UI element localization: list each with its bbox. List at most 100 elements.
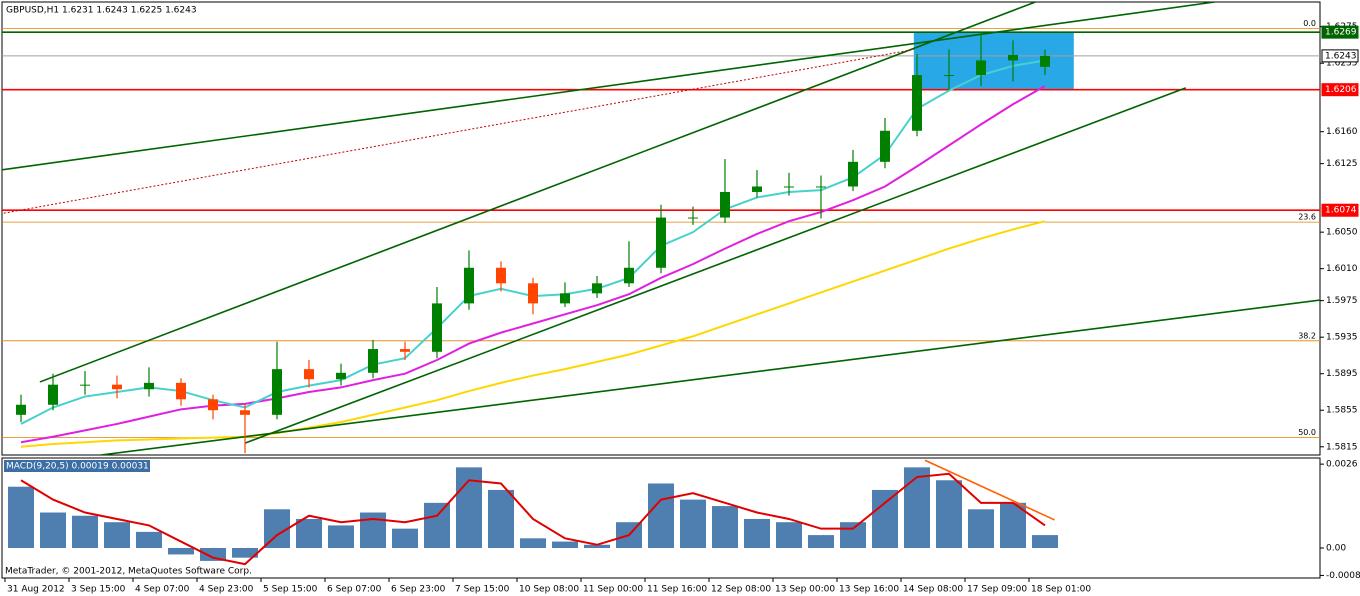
macd-bar bbox=[968, 509, 994, 548]
candle-body bbox=[400, 349, 410, 352]
indicator-line bbox=[20, 472, 1046, 566]
candle-body bbox=[80, 384, 90, 386]
candle-body bbox=[496, 267, 506, 284]
trend-line bbox=[924, 459, 1055, 521]
y-tick-label: 1.6125 bbox=[1326, 159, 1358, 169]
candle-body bbox=[976, 60, 986, 76]
price-tag-label: 1.6269 bbox=[1325, 28, 1357, 38]
x-tick-label: 6 Sep 23:00 bbox=[391, 585, 446, 595]
candle-body bbox=[464, 267, 474, 304]
macd-bar bbox=[1000, 502, 1026, 548]
candle-body bbox=[688, 217, 698, 219]
macd-title-highlight bbox=[4, 460, 150, 472]
macd-bar bbox=[744, 518, 770, 548]
price-tag bbox=[1321, 49, 1359, 63]
trend-line bbox=[2, 2, 1215, 171]
candle-body bbox=[848, 161, 858, 187]
candle-body bbox=[144, 382, 154, 390]
macd-bar bbox=[104, 522, 130, 548]
price-tag bbox=[1321, 83, 1359, 97]
chart-title: GBPUSD,H1 1.6231 1.6243 1.6225 1.6243 bbox=[6, 6, 197, 16]
x-tick-label: 11 Sep 00:00 bbox=[583, 585, 643, 595]
candle-body bbox=[272, 369, 282, 415]
candle-body bbox=[944, 75, 954, 77]
y-tick-label: 1.6160 bbox=[1326, 127, 1358, 137]
x-tick-label: 4 Sep 23:00 bbox=[199, 585, 254, 595]
macd-bar bbox=[392, 528, 418, 548]
candle-body bbox=[880, 130, 890, 162]
candle-body bbox=[752, 186, 762, 192]
candle-body bbox=[16, 404, 26, 415]
macd-bar bbox=[776, 522, 802, 548]
macd-bar bbox=[136, 531, 162, 548]
candle-body bbox=[176, 382, 186, 400]
macd-bar bbox=[264, 509, 290, 548]
y-tick-label: 1.5855 bbox=[1326, 406, 1358, 416]
y-tick-label: 0.00 bbox=[1326, 544, 1346, 554]
y-tick-label: 1.5975 bbox=[1326, 296, 1358, 306]
x-tick-label: 11 Sep 16:00 bbox=[647, 585, 707, 595]
macd-bar bbox=[552, 541, 578, 548]
trend-line bbox=[39, 2, 1036, 383]
candle-body bbox=[912, 75, 922, 131]
trend-line bbox=[244, 87, 1187, 444]
macd-bar bbox=[360, 512, 386, 548]
candle-body bbox=[528, 283, 538, 304]
x-tick-label: 4 Sep 07:00 bbox=[135, 585, 190, 595]
y-tick-label: 1.5815 bbox=[1326, 442, 1358, 452]
y-tick-label: -0.00085 bbox=[1326, 571, 1360, 581]
candle-body bbox=[208, 399, 218, 411]
macd-bar bbox=[8, 486, 34, 548]
candle-body bbox=[784, 186, 794, 188]
copyright: MetaTrader, © 2001-2012, MetaQuotes Soft… bbox=[5, 567, 252, 577]
macd-bar bbox=[1032, 535, 1058, 548]
x-tick-label: 13 Sep 00:00 bbox=[775, 585, 835, 595]
candle-body bbox=[1040, 55, 1050, 67]
candle-body bbox=[560, 293, 570, 304]
candle-body bbox=[336, 372, 346, 380]
y-tick-label: 1.6235 bbox=[1326, 59, 1358, 69]
candle-body bbox=[656, 217, 666, 268]
x-tick-label: 18 Sep 01:00 bbox=[1031, 585, 1091, 595]
candle-body bbox=[48, 384, 58, 405]
candle-body bbox=[368, 349, 378, 373]
fib-label: 0.0 bbox=[1303, 19, 1316, 28]
macd-bar bbox=[200, 548, 226, 561]
x-tick-label: 13 Sep 16:00 bbox=[839, 585, 899, 595]
price-tag-label: 1.6243 bbox=[1325, 51, 1357, 61]
macd-bar bbox=[680, 499, 706, 548]
price-tag-label: 1.6074 bbox=[1325, 206, 1357, 216]
y-tick-label: 0.0026 bbox=[1326, 460, 1358, 470]
trend-line bbox=[2, 48, 914, 215]
price-tag bbox=[1321, 25, 1359, 39]
macd-bar bbox=[584, 544, 610, 548]
candle-body bbox=[624, 267, 634, 284]
candle-body bbox=[432, 303, 442, 352]
price-tag-label: 1.6206 bbox=[1325, 85, 1357, 95]
macd-bar bbox=[168, 548, 194, 555]
macd-bar bbox=[72, 515, 98, 548]
macd-bar bbox=[40, 512, 66, 548]
macd-bar bbox=[328, 525, 354, 548]
x-tick-label: 14 Sep 08:00 bbox=[903, 585, 963, 595]
macd-bar bbox=[424, 502, 450, 548]
x-tick-label: 5 Sep 15:00 bbox=[263, 585, 318, 595]
x-tick-label: 10 Sep 08:00 bbox=[519, 585, 579, 595]
y-tick-label: 1.5895 bbox=[1326, 369, 1358, 379]
macd-bar bbox=[840, 522, 866, 548]
candle-body bbox=[112, 384, 122, 390]
x-tick-label: 3 Sep 15:00 bbox=[71, 585, 126, 595]
candle-body bbox=[1008, 54, 1018, 61]
macd-bar bbox=[808, 535, 834, 548]
candle-body bbox=[720, 191, 730, 218]
y-tick-label: 1.6010 bbox=[1326, 264, 1358, 274]
macd-bar bbox=[232, 548, 258, 558]
candle-body bbox=[304, 369, 314, 380]
macd-bar bbox=[712, 506, 738, 548]
x-tick-label: 6 Sep 07:00 bbox=[327, 585, 382, 595]
macd-bar bbox=[648, 483, 674, 548]
x-tick-label: 7 Sep 15:00 bbox=[455, 585, 510, 595]
price-tag bbox=[1321, 203, 1359, 217]
candle-body bbox=[592, 283, 602, 294]
